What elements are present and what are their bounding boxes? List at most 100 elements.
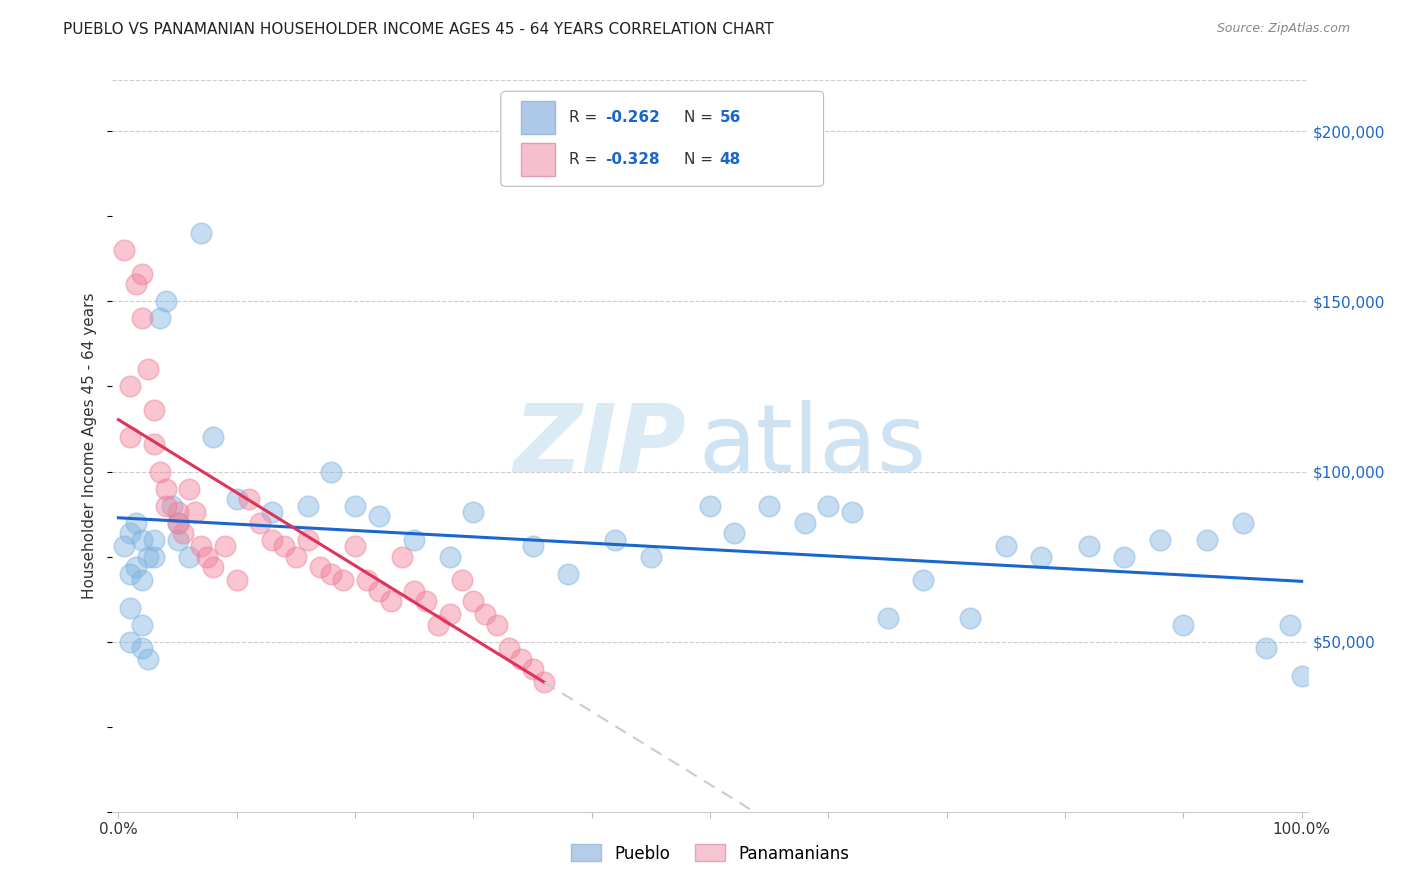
Point	[131, 641, 153, 656]
Point	[225, 574, 247, 588]
Point	[273, 540, 295, 554]
Point	[841, 505, 863, 519]
Point	[344, 499, 367, 513]
Point	[172, 525, 194, 540]
Point	[120, 525, 142, 540]
Point	[238, 491, 260, 506]
Point	[112, 244, 135, 258]
Point	[125, 516, 148, 530]
Point	[120, 379, 142, 393]
Point	[184, 505, 207, 519]
Point	[1278, 617, 1301, 632]
Point	[380, 594, 402, 608]
Point	[344, 540, 367, 554]
Point	[149, 465, 172, 479]
Point	[699, 499, 721, 513]
Point	[486, 617, 509, 632]
Legend: Pueblo, Panamanians: Pueblo, Panamanians	[564, 838, 856, 869]
Point	[160, 499, 183, 513]
Point	[509, 651, 531, 665]
Point	[367, 508, 389, 523]
Text: PUEBLO VS PANAMANIAN HOUSEHOLDER INCOME AGES 45 - 64 YEARS CORRELATION CHART: PUEBLO VS PANAMANIAN HOUSEHOLDER INCOME …	[63, 22, 773, 37]
Point	[136, 549, 159, 564]
Point	[356, 574, 378, 588]
Point	[166, 516, 188, 530]
Point	[131, 617, 153, 632]
Point	[131, 574, 153, 588]
Text: R =: R =	[569, 111, 602, 126]
Point	[391, 549, 413, 564]
Point	[404, 583, 426, 598]
Point	[557, 566, 579, 581]
Point	[131, 533, 153, 547]
Point	[214, 540, 236, 554]
Point	[120, 600, 142, 615]
Text: Source: ZipAtlas.com: Source: ZipAtlas.com	[1216, 22, 1350, 36]
Point	[522, 662, 544, 676]
Point	[1232, 516, 1254, 530]
Point	[142, 549, 165, 564]
Point	[155, 294, 177, 309]
Point	[1291, 668, 1313, 682]
Point	[125, 277, 148, 292]
Point	[1149, 533, 1171, 547]
Point	[142, 403, 165, 417]
Point	[498, 641, 520, 656]
Point	[474, 607, 496, 622]
Point	[120, 634, 142, 648]
Point	[415, 594, 437, 608]
Point	[758, 499, 780, 513]
Point	[1195, 533, 1218, 547]
Point	[876, 611, 898, 625]
Point	[131, 311, 153, 326]
Point	[439, 549, 461, 564]
Text: -0.328: -0.328	[605, 152, 659, 167]
Point	[793, 516, 815, 530]
Point	[202, 430, 225, 444]
Point	[225, 491, 247, 506]
Point	[367, 583, 389, 598]
Point	[463, 505, 485, 519]
Point	[120, 566, 142, 581]
Point	[262, 505, 284, 519]
Text: atlas: atlas	[699, 400, 927, 492]
Point	[522, 540, 544, 554]
Point	[136, 651, 159, 665]
Point	[112, 540, 135, 554]
Point	[249, 516, 271, 530]
Text: N =: N =	[683, 111, 717, 126]
Point	[404, 533, 426, 547]
Point	[426, 617, 449, 632]
Point	[136, 362, 159, 376]
Point	[195, 549, 218, 564]
Point	[723, 525, 745, 540]
Point	[142, 533, 165, 547]
Point	[166, 533, 188, 547]
Point	[179, 482, 201, 496]
Point	[120, 430, 142, 444]
Point	[463, 594, 485, 608]
Point	[321, 566, 343, 581]
FancyBboxPatch shape	[522, 102, 555, 135]
Point	[190, 540, 212, 554]
Point	[1077, 540, 1099, 554]
Point	[533, 675, 555, 690]
Point	[142, 437, 165, 451]
Point	[284, 549, 307, 564]
Point	[166, 505, 188, 519]
Point	[202, 559, 225, 574]
Y-axis label: Householder Income Ages 45 - 64 years: Householder Income Ages 45 - 64 years	[82, 293, 97, 599]
Point	[959, 611, 981, 625]
Text: ZIP: ZIP	[513, 400, 686, 492]
Point	[262, 533, 284, 547]
FancyBboxPatch shape	[522, 143, 555, 176]
Point	[994, 540, 1017, 554]
Point	[155, 482, 177, 496]
Point	[149, 311, 172, 326]
Point	[1114, 549, 1136, 564]
Text: R =: R =	[569, 152, 602, 167]
Point	[605, 533, 627, 547]
Text: -0.262: -0.262	[605, 111, 659, 126]
Text: 56: 56	[720, 111, 741, 126]
Point	[439, 607, 461, 622]
